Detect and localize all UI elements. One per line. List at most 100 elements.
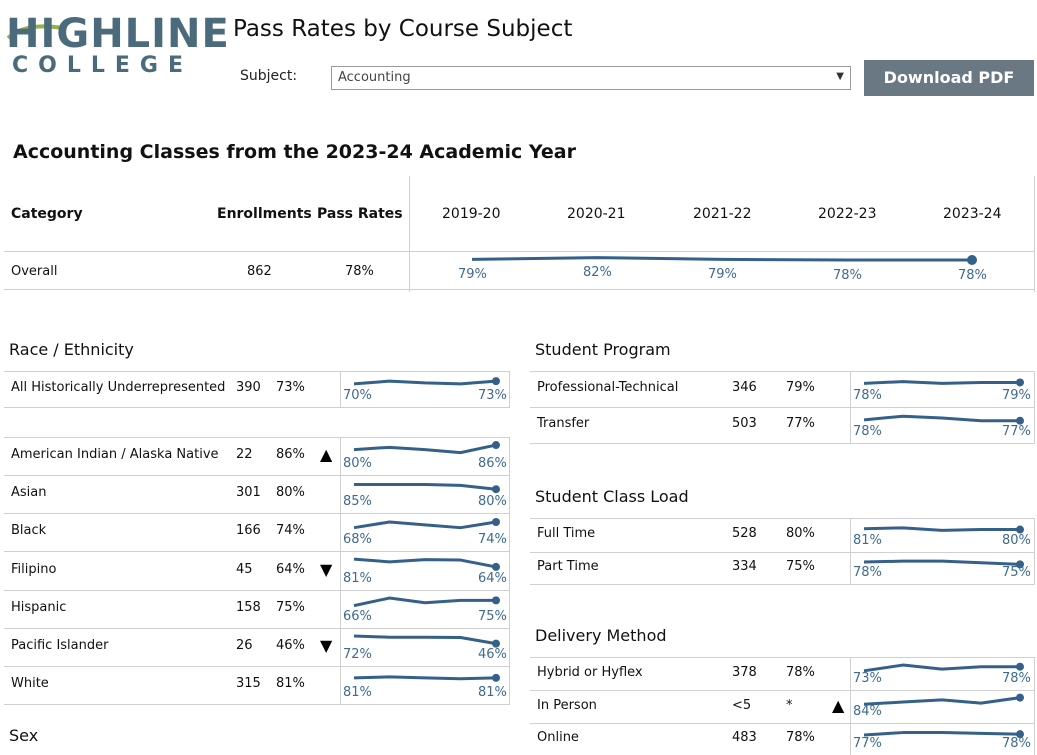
row-enrollments: 378: [732, 664, 757, 680]
trend-endpoint: [1016, 693, 1024, 702]
trend-endpoint: [492, 639, 500, 648]
trend-line: [353, 520, 497, 530]
row-trend-sparkline: [863, 693, 1024, 706]
divider: [1034, 518, 1035, 584]
subject-dropdown-value: Accounting: [338, 70, 411, 85]
trend-last-label: 78%: [1002, 736, 1031, 751]
group-title-race: Race / Ethnicity: [9, 340, 134, 359]
overall-trend-label: 79%: [458, 267, 487, 282]
table-row: Filipino 45 64% ▼ 81% 64%: [4, 551, 510, 590]
overall-pass-rate: 78%: [345, 264, 374, 279]
trend-line: [353, 634, 497, 646]
row-enrollments: 346: [732, 380, 757, 395]
trend-endpoint: [1016, 560, 1024, 569]
group-title-delivery: Delivery Method: [535, 626, 667, 645]
logo-line2: COLLEGE: [12, 53, 193, 78]
table-row: Professional-Technical 346 79% 78% 79%: [530, 371, 1035, 407]
row-trend-sparkline: [354, 482, 500, 494]
trend-endpoint: [967, 255, 977, 265]
divider: [4, 407, 510, 408]
row-pass-rate: 73%: [276, 380, 305, 395]
column-header-category: Category: [11, 206, 83, 222]
divider: [340, 371, 341, 407]
row-trend-sparkline: [353, 517, 500, 530]
row-pass-rate: 80%: [786, 526, 815, 541]
row-trend-sparkline: [353, 441, 500, 455]
row-enrollments: 26: [236, 638, 253, 653]
row-pass-rate: 78%: [786, 664, 815, 680]
trend-line: [353, 379, 497, 386]
trend-line: [863, 414, 1020, 423]
table-row: Part Time 334 75% 78% 75%: [530, 552, 1035, 584]
row-pass-rate: 75%: [276, 600, 305, 615]
row-name: Asian: [11, 485, 47, 500]
row-name: Part Time: [537, 559, 599, 574]
year-header: 2021-22: [693, 206, 752, 222]
row-enrollments: 22: [236, 447, 253, 462]
trend-line: [863, 731, 1021, 737]
trend-first-label: 73%: [853, 671, 882, 686]
table-row: Online 483 78% 77% 78%: [530, 723, 1035, 755]
chevron-down-icon[interactable]: ▼: [836, 71, 844, 82]
download-pdf-button[interactable]: Download PDF: [864, 60, 1034, 96]
row-trend-sparkline: [353, 673, 500, 682]
row-trend-sparkline: [863, 378, 1024, 387]
trend-line: [863, 380, 1020, 385]
divider: [1034, 176, 1035, 292]
trend-first-label: 85%: [343, 494, 372, 509]
column-header-pass-rates: Pass Rates: [317, 206, 403, 222]
trend-first-label: 81%: [343, 571, 372, 586]
trend-last-label: 79%: [1002, 388, 1031, 403]
table-row: Asian 301 80% 85% 80%: [4, 475, 510, 513]
row-trend-sparkline: [353, 634, 500, 648]
trend-endpoint: [492, 596, 500, 605]
row-enrollments: 483: [732, 730, 757, 745]
row-pass-rate: 74%: [276, 523, 305, 538]
divider: [4, 371, 510, 372]
row-trend-sparkline: [863, 730, 1024, 739]
trend-first-label: 78%: [853, 424, 882, 439]
trend-endpoint: [492, 441, 500, 450]
table-row: Black 166 74% 68% 74%: [4, 513, 510, 551]
trend-first-label: 68%: [343, 532, 372, 547]
trend-first-label: 81%: [853, 533, 882, 548]
trend-first-label: 81%: [343, 685, 372, 700]
table-row: American Indian / Alaska Native 22 86% ▲ 80%…: [4, 437, 510, 475]
subject-dropdown[interactable]: Accounting ▼: [331, 66, 851, 90]
trend-last-label: 86%: [478, 456, 507, 471]
year-header: 2019-20: [442, 206, 501, 222]
trend-line: [863, 559, 1021, 566]
row-enrollments: 503: [732, 416, 757, 431]
divider: [530, 443, 1035, 444]
row-name: Online: [537, 730, 579, 745]
table-row: Hispanic 158 75% 66% 75%: [4, 590, 510, 628]
row-name: Pacific Islander: [11, 638, 109, 653]
overall-trend-label: 79%: [708, 267, 737, 282]
row-name: Black: [11, 523, 47, 538]
divider: [4, 251, 1035, 252]
row-pass-rate: 79%: [786, 380, 815, 395]
trend-endpoint: [1016, 378, 1024, 387]
divider: [530, 723, 1035, 724]
table-row: White 315 81% 81% 81%: [4, 666, 510, 704]
trend-first-label: 80%: [343, 456, 372, 471]
divider: [850, 518, 851, 584]
trend-first-label: 70%: [343, 388, 372, 403]
row-name: Transfer: [537, 416, 590, 431]
trend-last-label: 77%: [1002, 424, 1031, 439]
row-enrollments: 390: [236, 380, 261, 395]
section-heading: Accounting Classes from the 2023-24 Acad…: [13, 141, 576, 163]
divider: [4, 437, 510, 438]
row-name: White: [11, 676, 49, 691]
trend-line: [353, 675, 497, 681]
divider: [530, 657, 1035, 658]
logo-line1: HIGHLINE: [6, 11, 230, 57]
row-trend-sparkline: [863, 662, 1024, 673]
trend-first-label: 78%: [853, 565, 882, 580]
divider: [4, 704, 510, 705]
table-row: Pacific Islander 26 46% ▼ 72% 46%: [4, 628, 510, 666]
table-row: All Historically Underrepresented 390 73% 7…: [4, 371, 510, 407]
trend-endpoint: [492, 562, 500, 571]
row-name: Full Time: [537, 526, 596, 541]
trend-endpoint: [1016, 730, 1024, 739]
